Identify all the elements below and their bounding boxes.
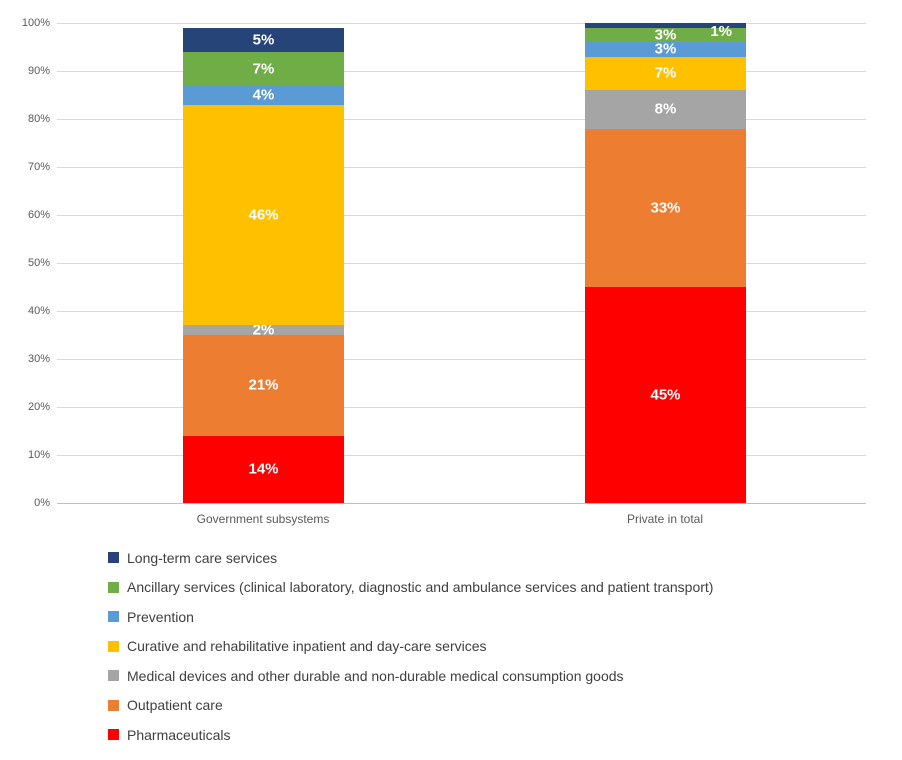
data-label: 3%	[654, 40, 677, 58]
bar-segment-prevention: 4%	[183, 85, 344, 105]
gridline	[57, 167, 866, 168]
gridline	[57, 215, 866, 216]
category-label-private-in-total: Private in total	[626, 512, 704, 526]
y-axis-tick-label: 50%	[27, 257, 50, 269]
bar-government-subsystems: 14% 21% 2% 46% 4% 7% 5%	[183, 23, 344, 503]
y-axis-tick-label: 70%	[27, 161, 50, 173]
plot-area: 14% 21% 2% 46% 4% 7% 5% 45% 33% 8% 7% 3% 3% 1%	[57, 23, 866, 504]
data-label: 7%	[654, 64, 677, 82]
legend-item-ancillary-services-clinical-laboratory-d: Ancillary services (clinical laboratory,…	[108, 573, 713, 603]
y-axis-tick-label: 60%	[27, 209, 50, 221]
y-axis-tick-label: 10%	[27, 449, 50, 461]
y-axis-tick-label: 30%	[27, 353, 50, 365]
legend-item-pharmaceuticals: Pharmaceuticals	[108, 720, 713, 750]
legend-item-prevention: Prevention	[108, 602, 713, 632]
gridline	[57, 311, 866, 312]
gridline	[57, 71, 866, 72]
data-label: 14%	[248, 460, 279, 478]
bar-segment-outpatient-care: 33%	[585, 128, 746, 287]
legend-item-long-term-care-services: Long-term care services	[108, 543, 713, 573]
data-label: 7%	[252, 60, 275, 78]
gridline	[57, 23, 866, 24]
bar-segment-outpatient-care: 21%	[183, 335, 344, 436]
legend-item-medical-devices-and-other-durable-and-no: Medical devices and other durable and no…	[108, 661, 713, 691]
data-label: 4%	[252, 86, 275, 104]
legend-swatch-icon	[108, 581, 119, 593]
x-axis-line	[57, 503, 866, 504]
legend-label: Medical devices and other durable and no…	[127, 667, 624, 684]
gridline	[57, 119, 866, 120]
bar-segment-ancillary-services-clinical-laboratory-d: 7%	[183, 51, 344, 86]
legend-item-outpatient-care: Outpatient care	[108, 691, 713, 721]
bar-segment-curative-and-rehabilitative-inpatient-an: 7%	[585, 56, 746, 91]
data-label: 21%	[248, 376, 279, 394]
y-axis-tick-label: 100%	[21, 17, 50, 29]
bar-segment-medical-devices-and-other-durable-and-no: 8%	[585, 90, 746, 129]
bar-segment-long-term-care-services: 5%	[183, 27, 344, 52]
gridline	[57, 407, 866, 408]
legend-label: Curative and rehabilitative inpatient an…	[127, 638, 487, 655]
data-label: 46%	[248, 206, 279, 224]
y-axis-tick-label: 80%	[27, 113, 50, 125]
legend-label: Long-term care services	[127, 549, 278, 566]
bar-segment-prevention: 3%	[585, 40, 746, 58]
data-label: 45%	[650, 386, 681, 404]
bar-segment-medical-devices-and-other-durable-and-no: 2%	[183, 321, 344, 339]
y-axis-tick-label: 90%	[27, 65, 50, 77]
y-axis-tick-label: 40%	[27, 305, 50, 317]
bar-segment-pharmaceuticals: 45%	[585, 287, 746, 503]
legend-label: Pharmaceuticals	[127, 726, 231, 743]
legend-swatch-icon	[108, 670, 119, 682]
data-label: 8%	[654, 100, 677, 118]
legend-label: Ancillary services (clinical laboratory,…	[127, 579, 714, 596]
bar-private-in-total: 45% 33% 8% 7% 3% 3% 1%	[585, 23, 746, 503]
legend-swatch-icon	[108, 640, 119, 652]
legend-swatch-icon	[108, 699, 119, 711]
legend-swatch-icon	[108, 611, 119, 623]
gridline	[57, 263, 866, 264]
bar-segment-curative-and-rehabilitative-inpatient-an: 46%	[183, 104, 344, 326]
y-axis-tick-label: 0%	[34, 497, 50, 509]
legend-swatch-icon	[108, 552, 119, 564]
y-axis-tick-label: 20%	[27, 401, 50, 413]
data-label: 3%	[654, 26, 677, 44]
data-label: 2%	[252, 321, 275, 339]
bar-segment-long-term-care-services: 1%	[585, 23, 746, 39]
data-label: 33%	[650, 199, 681, 217]
legend-swatch-icon	[108, 729, 119, 741]
legend-label: Outpatient care	[127, 697, 223, 714]
y-axis: 0% 10% 20% 30% 40% 50% 60% 70% 80% 90% 100%	[0, 17, 50, 509]
legend-label: Prevention	[127, 608, 194, 625]
legend-item-curative-and-rehabilitative-inpatient-an: Curative and rehabilitative inpatient an…	[108, 632, 713, 662]
bar-segment-ancillary-services-clinical-laboratory-d: 3%	[585, 26, 746, 44]
data-label: 1%	[710, 23, 732, 41]
gridline	[57, 359, 866, 360]
category-label-government-subsystems: Government subsystems	[196, 512, 330, 526]
gridline	[57, 455, 866, 456]
bar-segment-pharmaceuticals: 14%	[183, 435, 344, 503]
data-label: 5%	[252, 31, 275, 49]
chart-legend: Long-term care services Ancillary service…	[108, 543, 713, 750]
